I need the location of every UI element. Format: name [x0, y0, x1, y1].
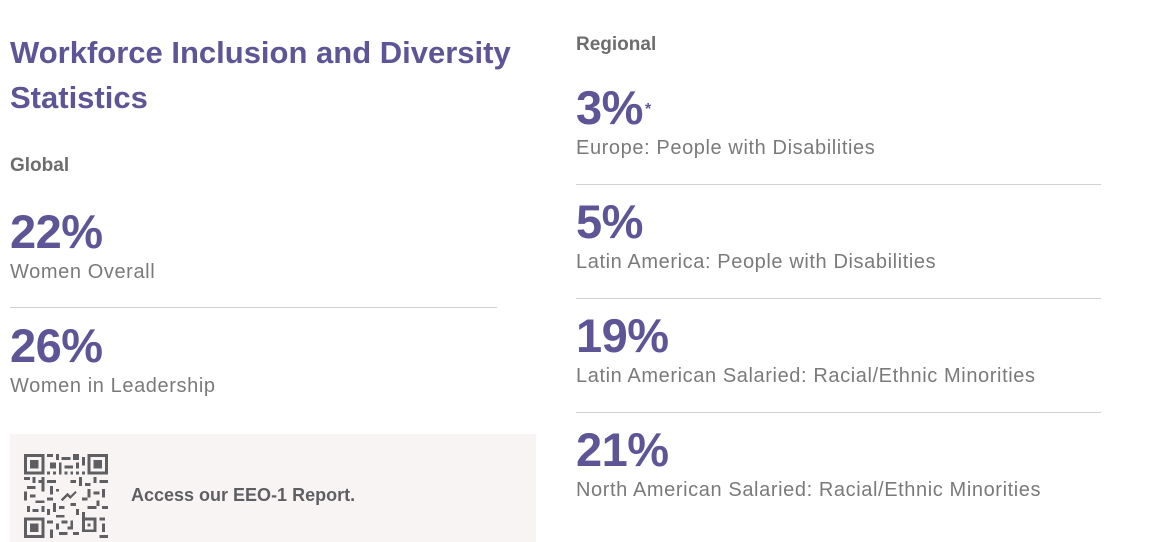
- stat-value: 21%: [576, 423, 669, 476]
- global-section-label: Global: [10, 155, 70, 176]
- stat-description: Latin America: People with Disabilities: [576, 251, 937, 273]
- stat-description: Women in Leadership: [10, 375, 216, 397]
- divider: [10, 307, 497, 308]
- stat-description: Europe: People with Disabilities: [576, 137, 876, 159]
- stat-value: 22%: [10, 205, 103, 258]
- footnote-marker: *: [644, 101, 651, 118]
- stat-latam-disabilities: 5% Latin America: People with Disabiliti…: [576, 195, 936, 275]
- stat-value: 26%: [10, 319, 103, 372]
- stat-description: Women Overall: [10, 261, 156, 283]
- stat-description: North American Salaried: Racial/Ethnic M…: [576, 479, 1042, 501]
- page-title: Workforce Inclusion and Diversity Statis…: [10, 35, 511, 115]
- stat-value: 5%: [576, 195, 643, 248]
- stat-women-overall: 22% Women Overall: [10, 205, 155, 285]
- stat-latam-minorities: 19% Latin American Salaried: Racial/Ethn…: [576, 309, 1036, 389]
- stat-women-leadership: 26% Women in Leadership: [10, 319, 216, 399]
- eeo-report-link[interactable]: Access our EEO-1 Report.: [131, 485, 356, 505]
- divider: [576, 298, 1101, 299]
- eeo-report-panel[interactable]: Access our EEO-1 Report.: [10, 434, 536, 542]
- divider: [576, 184, 1101, 185]
- regional-section-label: Regional: [576, 34, 657, 55]
- stat-na-minorities: 21% North American Salaried: Racial/Ethn…: [576, 423, 1041, 503]
- stat-value: 19%: [576, 309, 669, 362]
- stat-europe-disabilities: 3% * Europe: People with Disabilities: [576, 81, 875, 161]
- divider: [576, 412, 1101, 413]
- stat-description: Latin American Salaried: Racial/Ethnic M…: [576, 365, 1036, 387]
- qr-code-icon[interactable]: [24, 454, 108, 538]
- stat-value: 3% *: [576, 81, 651, 134]
